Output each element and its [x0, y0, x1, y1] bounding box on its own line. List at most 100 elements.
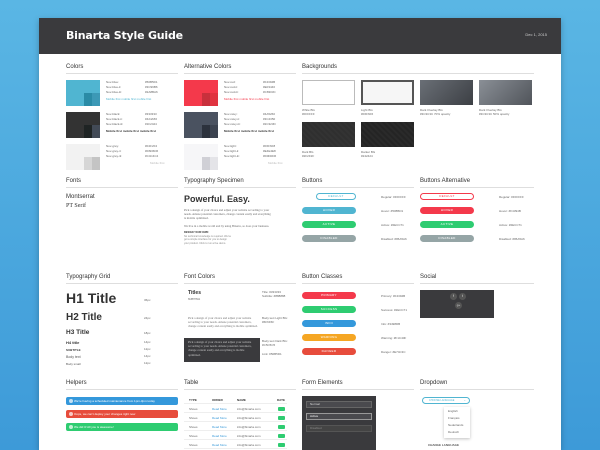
facebook-icon[interactable]: f [450, 293, 457, 300]
check-icon [69, 425, 73, 429]
font-color-note: Body text Light BG: #6F6F6F [262, 316, 288, 325]
section-title-fonts: Fonts [66, 178, 178, 188]
helpers-section: Helpers We're having a scheduled mainten… [66, 380, 178, 446]
alt-colors-section: Alternative Colors Nov-red: Nov-red-ii: … [184, 64, 296, 176]
table-cell: Shoes [189, 434, 198, 438]
alert-info: We're having a scheduled maintenance fro… [66, 397, 178, 405]
section-title-form-elements: Form Elements [302, 380, 414, 390]
dropdown-option[interactable]: Nederlands [448, 423, 464, 427]
social-section: Social f t g+ [420, 274, 534, 318]
button-alt-hover[interactable]: HOVER [420, 207, 474, 214]
color-name: Nov-blue-iii: [106, 90, 122, 94]
button-warning[interactable]: WARNING [302, 334, 356, 341]
dropdown-option[interactable]: English [448, 409, 458, 413]
section-title-alt-colors: Alternative Colors [184, 64, 296, 74]
color-hex: #333333 [145, 112, 157, 116]
color-name: Nov-navy: [224, 112, 238, 116]
table-cell: Shoes [189, 407, 198, 411]
twitter-icon[interactable]: t [459, 293, 466, 300]
color-swatch [210, 125, 218, 138]
table-link[interactable]: Read More [212, 434, 227, 438]
form-elements-section: Form Elements Normal Active Disabled [302, 380, 414, 450]
subtitle-sample: SUBTITLE [66, 348, 81, 352]
type-size: 12px [144, 347, 151, 351]
page-title: Binarta Style Guide [66, 29, 183, 42]
button-note: Warning: #F1C40F [381, 336, 407, 340]
dropdown-selected: CHOOSE LANGUAGE [429, 399, 455, 402]
color-hex: #424A56 [145, 117, 158, 121]
table-cell: info@binarta.com [237, 425, 261, 429]
button-alt-active[interactable]: ACTIVE [420, 221, 474, 228]
bg-hex: #F6F6F6 [361, 112, 374, 116]
fonts-section: Fonts Montserrat PT Serif [66, 178, 178, 209]
button-success[interactable]: SUCCESS [302, 306, 356, 313]
button-alt-disabled: DISABLED [420, 235, 474, 242]
table-row: Shoes Read More info@binarta.com [184, 441, 287, 449]
text-field-active[interactable]: Active [306, 413, 372, 420]
button-info[interactable]: INFO [302, 320, 356, 327]
section-title-colors: Colors [66, 64, 178, 74]
google-plus-icon[interactable]: g+ [455, 302, 462, 309]
color-swatch [92, 93, 100, 106]
color-swatch [84, 125, 92, 138]
color-hex: #D0D0D6 [263, 154, 277, 158]
table-link[interactable]: Read More [212, 407, 227, 411]
body-small-sample: Body small [66, 362, 81, 366]
dropdown-demo: CHOOSE LANGUAGE ⌄ English Français Neder… [420, 396, 534, 450]
button-note: Hover: #50B5D1 [381, 209, 404, 213]
table-link[interactable]: Read More [212, 416, 227, 420]
color-hex: #F4394B [263, 80, 276, 84]
alert-success: We did it! All you is awesome! [66, 423, 178, 431]
bg-hex: #FFFFFF [302, 112, 315, 116]
button-classes-section: Button Classes PRIMARY Primary: #F4394B … [302, 274, 414, 380]
color-hex: #E03440 [263, 85, 276, 89]
dropdown-option[interactable]: Français [448, 416, 460, 420]
button-default[interactable]: DEFAULT [316, 193, 356, 200]
style-guide-sheet: Binarta Style Guide Dec 1, 2015 Colors N… [39, 18, 561, 450]
color-hex: #4A5260 [263, 112, 276, 116]
button-hover[interactable]: HOVER [302, 207, 356, 214]
bg-name: Dark BG [302, 150, 314, 154]
button-danger[interactable]: DANGER [302, 348, 356, 355]
button-note: Info: #3498DB [381, 322, 401, 326]
status-badge [278, 443, 285, 447]
color-hex: #50B5D1 [145, 80, 158, 84]
type-size: 14px [144, 340, 151, 344]
type-size: 36px [144, 298, 151, 302]
table-cell: info@binarta.com [237, 434, 261, 438]
body-light-sample: Pick a design of your choice and adjust … [188, 316, 258, 329]
color-name: Nov-light: [224, 144, 237, 148]
top-bar: Binarta Style Guide Dec 1, 2015 [39, 18, 561, 54]
h1-sample: H1 Title [66, 290, 117, 306]
color-hex: #C4C4C4 [145, 154, 159, 158]
table-header: NAME [237, 398, 246, 402]
color-hex: #D6D6D6 [145, 149, 159, 153]
section-title-font-colors: Font Colors [184, 274, 296, 284]
color-row-grey: Nov-grey: Nov-grey-ii: Nov-grey-iii: #F2… [66, 144, 178, 170]
button-primary[interactable]: PRIMARY [302, 292, 356, 299]
dropdown-option[interactable]: Deutsch [448, 430, 460, 434]
section-title-buttons: Buttons [302, 178, 414, 188]
button-alt-default[interactable]: DEFAULT [420, 193, 474, 200]
typography-specimen-section: Typography Specimen Powerful. Easy. Pick… [184, 178, 296, 245]
text-field-normal[interactable]: Normal [306, 401, 372, 408]
button-note: Active: #2ECC71 [499, 223, 522, 227]
color-note: Mobile first mobile first mobile first [106, 129, 157, 133]
alert-text: We did it! All you is awesome! [74, 425, 114, 429]
color-hex: #3C99B6 [145, 85, 158, 89]
color-name: Nov-grey-ii: [106, 149, 122, 153]
dropdown-toggle[interactable]: CHOOSE LANGUAGE ⌄ [422, 397, 470, 404]
table-link[interactable]: Read More [212, 443, 227, 447]
color-name: Nov-light-iii: [224, 154, 240, 158]
status-badge [278, 416, 285, 420]
color-row-red: Nov-red: Nov-red-ii: Nov-red-iii: #F4394… [184, 80, 296, 106]
button-active[interactable]: ACTIVE [302, 221, 356, 228]
color-swatch [210, 93, 218, 106]
font-secondary: PT Serif [66, 203, 87, 209]
specimen-caption-text: No technical knowledge is required. We'v… [184, 234, 231, 245]
table-link[interactable]: Read More [212, 425, 227, 429]
color-name: Nov-navy-iii: [224, 122, 241, 126]
warning-icon [69, 412, 73, 416]
titles-sample: Titles [188, 290, 201, 296]
font-color-note: Title: #333333 Subtitle: #888888 [262, 290, 286, 299]
